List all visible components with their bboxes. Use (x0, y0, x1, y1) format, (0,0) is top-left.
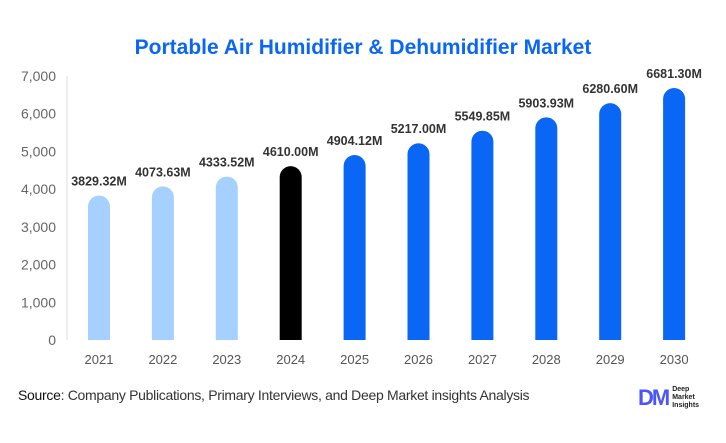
x-tick-label: 2022 (148, 352, 177, 367)
data-label: 6280.60M (582, 82, 638, 96)
bar-2023 (215, 176, 238, 340)
data-label: 5903.93M (518, 96, 574, 110)
y-tick-label: 1,000 (21, 294, 56, 310)
data-label: 5217.00M (391, 122, 447, 136)
y-tick-label: 0 (48, 332, 56, 348)
logo-text-1: Deep (672, 386, 690, 393)
data-label: 4610.00M (263, 145, 319, 159)
x-tick-label: 2030 (660, 352, 689, 367)
y-tick-label: 4,000 (21, 181, 56, 197)
bar-2025 (343, 155, 366, 340)
bar-2027 (471, 130, 494, 340)
bar-2024 (279, 166, 302, 340)
source-text: : Company Publications, Primary Intervie… (60, 387, 530, 403)
bar-2030 (663, 88, 686, 340)
data-label: 4073.63M (135, 165, 191, 179)
chart-title: Portable Air Humidifier & Dehumidifier M… (134, 36, 592, 59)
data-label: 4333.52M (199, 156, 255, 170)
y-tick-label: 6,000 (21, 106, 56, 122)
y-tick-label: 2,000 (21, 257, 56, 273)
logo: DM Deep Market Insights (638, 385, 699, 411)
bar-2029 (599, 103, 622, 341)
y-tick-label: 7,000 (21, 68, 56, 84)
bar-2028 (535, 117, 558, 341)
logo-text-3: Insights (672, 402, 700, 409)
bar-2026 (407, 143, 430, 340)
x-tick-label: 2025 (340, 352, 369, 367)
data-label: 4904.12M (327, 134, 383, 148)
data-label: 5549.85M (455, 110, 511, 124)
logo-mark: DM (638, 385, 670, 410)
source-label: Source (18, 387, 61, 403)
bar-2021 (88, 195, 110, 340)
logo-text-2: Market (672, 394, 695, 401)
x-tick-label: 2023 (212, 352, 241, 367)
x-tick-label: 2024 (276, 352, 305, 367)
y-tick-label: 3,000 (21, 219, 56, 235)
x-tick-label: 2028 (532, 352, 561, 367)
x-tick-label: 2026 (404, 352, 433, 367)
y-tick-label: 5,000 (21, 143, 56, 159)
data-label: 3829.32M (71, 175, 127, 189)
x-tick-label: 2027 (468, 352, 497, 367)
bar-2022 (151, 186, 174, 340)
x-tick-label: 2021 (85, 352, 114, 367)
source-note: Source: Company Publications, Primary In… (18, 387, 530, 403)
data-label: 6681.30M (646, 67, 702, 81)
x-tick-label: 2029 (596, 352, 625, 367)
